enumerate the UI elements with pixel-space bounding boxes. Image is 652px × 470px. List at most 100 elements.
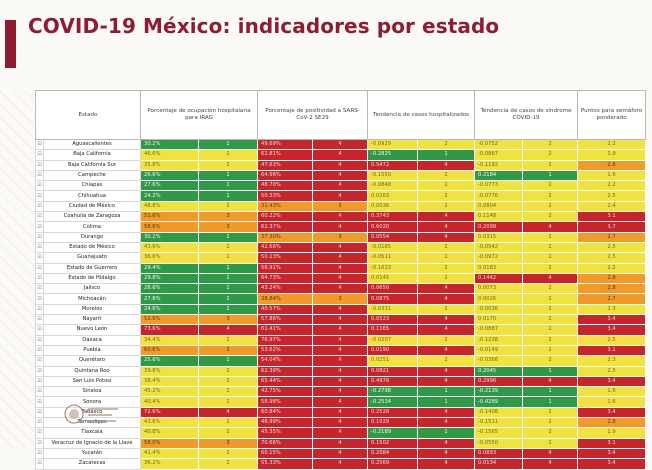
table-row: ⊡ Quintana Roo 39.8% 2 62.39% 4 0.0821 4 0.2045 1… <box>35 365 647 377</box>
hospitalized-trend-value: 0.4976 <box>367 375 419 388</box>
occupancy-value: 60.6% <box>140 344 200 357</box>
positivity-value: 31.43% <box>257 200 314 213</box>
row-icon: ⊡ <box>35 375 44 388</box>
occupancy-value: 34.4% <box>140 334 200 346</box>
state-name: Michoacán <box>42 293 142 305</box>
weighted-points: 2.5 <box>577 365 647 377</box>
row-icon: ⊡ <box>35 262 44 274</box>
hospitalized-trend-value: -0.2189 <box>367 427 419 439</box>
covid-trend-value: 0.0170 <box>474 314 524 326</box>
row-icon: ⊡ <box>35 169 44 182</box>
covid-trend-points: 2 <box>522 324 579 336</box>
header-state: Estado <box>34 90 142 140</box>
table-row: ⊡ Estado de Hidalgo 29.8% 1 64.73% 4 0.0145 2 0.… <box>35 272 647 285</box>
occupancy-points: 1 <box>198 262 259 274</box>
hospitalized-trend-points: 2 <box>417 262 476 274</box>
positivity-points: 3 <box>312 231 369 243</box>
occupancy-points: 4 <box>198 324 259 336</box>
positivity-points: 4 <box>312 149 369 161</box>
table-row: ⊡ Estado de México 43.6% 2 42.66% 4 -0.0185 2 -0… <box>35 241 647 254</box>
table-row: ⊡ Baja California Sur 35.8% 2 47.63% 4 0.5472 4… <box>35 159 647 171</box>
occupancy-points: 1 <box>198 169 259 182</box>
positivity-points: 4 <box>312 262 369 274</box>
covid-trend-points: 2 <box>522 241 579 254</box>
table-row: ⊡ Tlaxcala 40.8% 2 45.35% 4 -0.2189 1 -0.1565 2 1.… <box>35 427 647 439</box>
occupancy-value: 36.2% <box>140 458 200 470</box>
occupancy-value: 25.6% <box>140 355 200 367</box>
positivity-points: 4 <box>312 406 369 419</box>
weighted-points: 2.5 <box>577 334 647 346</box>
positivity-value: 62.37% <box>257 221 314 233</box>
positivity-points: 4 <box>312 303 369 316</box>
positivity-value: 38.84% <box>257 293 314 305</box>
header-positivity: Porcentaje de positividad a SARS-CoV-2 S… <box>257 90 369 140</box>
table-row: ⊡ Colima 58.6% 3 62.37% 4 0.6020 4 0.2098 4 3.7 <box>35 221 647 233</box>
weighted-points: 2.8 <box>577 272 647 285</box>
occupancy-points: 2 <box>198 427 259 439</box>
header-occupancy: Porcentaje de ocupación hospitalaria par… <box>140 90 259 140</box>
state-name: Nuevo León <box>42 324 142 336</box>
hospitalized-trend-points: 2 <box>417 169 476 182</box>
covid-trend-value: 0.0315 <box>474 231 524 243</box>
weighted-points: 2.5 <box>577 241 647 254</box>
covid-trend-value: 0.0026 <box>474 293 524 305</box>
occupancy-points: 3 <box>198 221 259 233</box>
table-row: ⊡ Baja California 46.6% 2 62.81% 4 -0.2825 1 -0.… <box>35 149 647 161</box>
row-icon: ⊡ <box>35 138 44 151</box>
covid-trend-points: 2 <box>522 252 579 264</box>
hospitalized-trend-value: 0.0251 <box>367 355 419 367</box>
state-name: Colima <box>42 221 142 233</box>
state-name: Veracruz de Ignacio de la Llave <box>42 437 142 449</box>
positivity-value: 43.24% <box>257 283 314 295</box>
covid-trend-value: 0.1442 <box>474 272 524 285</box>
occupancy-value: 43.6% <box>140 417 200 429</box>
covid-trend-value: -0.0887 <box>474 324 524 336</box>
row-icon: ⊡ <box>35 458 44 470</box>
hospitalized-trend-value: -0.0185 <box>367 241 419 254</box>
hospitalized-trend-value: 0.1165 <box>367 324 419 336</box>
occupancy-points: 2 <box>198 386 259 398</box>
covid-trend-points: 1 <box>522 396 579 408</box>
row-icon: ⊡ <box>35 355 44 367</box>
positivity-points: 4 <box>312 447 369 460</box>
state-name: Jalisco <box>42 283 142 295</box>
positivity-value: 70.66% <box>257 437 314 449</box>
row-icon: ⊡ <box>35 417 44 429</box>
covid-trend-value: 0.2184 <box>474 169 524 182</box>
positivity-points: 4 <box>312 437 369 449</box>
weighted-points: 3.1 <box>577 211 647 223</box>
occupancy-points: 1 <box>198 231 259 243</box>
occupancy-value: 29.4% <box>140 262 200 274</box>
hospitalized-trend-points: 2 <box>417 180 476 192</box>
row-icon: ⊡ <box>35 241 44 254</box>
title-accent-bar <box>5 20 16 68</box>
positivity-points: 4 <box>312 344 369 357</box>
covid-trend-points: 2 <box>522 180 579 192</box>
hospitalized-trend-points: 4 <box>417 447 476 460</box>
covid-trend-value: -0.0542 <box>474 241 524 254</box>
positivity-value: 50.13% <box>257 252 314 264</box>
occupancy-value: 24.2% <box>140 190 200 202</box>
covid-trend-value: -0.0773 <box>474 180 524 192</box>
hospitalized-trend-value: -0.1613 <box>367 262 419 274</box>
state-name: Estado de Hidalgo <box>42 272 142 285</box>
covid-trend-points: 1 <box>522 386 579 398</box>
covid-trend-points: 2 <box>522 314 579 326</box>
hospitalized-trend-value: 0.3743 <box>367 211 419 223</box>
covid-trend-value: -0.0036 <box>474 303 524 316</box>
weighted-points: 3.4 <box>577 324 647 336</box>
covid-trend-points: 2 <box>522 303 579 316</box>
occupancy-points: 3 <box>198 437 259 449</box>
row-icon: ⊡ <box>35 386 44 398</box>
occupancy-points: 1 <box>198 138 259 151</box>
weighted-points: 3.4 <box>577 314 647 326</box>
row-icon: ⊡ <box>35 200 44 213</box>
positivity-value: 60.22% <box>257 211 314 223</box>
covid-trend-points: 4 <box>522 458 579 470</box>
hospitalized-trend-value: -0.2534 <box>367 396 419 408</box>
positivity-value: 57.86% <box>257 314 314 326</box>
hospitalized-trend-points: 4 <box>417 293 476 305</box>
table-row: ⊡ Guanajuato 36.6% 2 50.13% 4 -0.0511 2 -0.0972 2… <box>35 252 647 264</box>
occupancy-points: 3 <box>198 344 259 357</box>
table-row: ⊡ Zacatecas 36.2% 2 55.33% 4 0.2569 4 0.0134 4 3.4 <box>35 458 647 470</box>
